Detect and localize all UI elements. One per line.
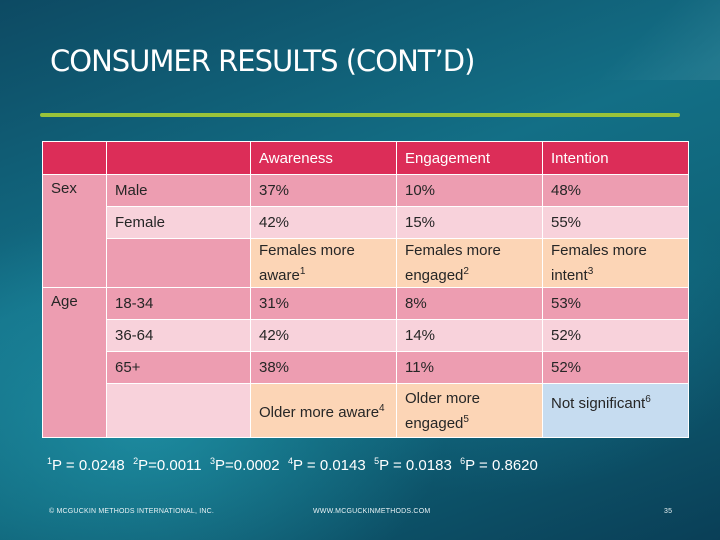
value-cell: 37%	[250, 174, 397, 207]
value-cell: 15%	[396, 206, 543, 239]
value-cell: 48%	[542, 174, 689, 207]
p-value-footnotes: 1P = 0.0248 2P=0.0011 3P=0.0002 4P = 0.0…	[47, 456, 538, 474]
footnote-marker: 1	[47, 456, 53, 466]
footnote-marker: 5	[374, 456, 380, 466]
table-row: Age 18-34 31% 8% 53%	[42, 287, 689, 438]
table-row: Female 42% 15% 55%	[43, 206, 689, 239]
summary-cell: Not significant6	[542, 383, 689, 438]
table-row: 65+ 38% 11% 52%	[43, 351, 689, 384]
summary-cell: Females more intent3	[542, 238, 689, 288]
p-value: P = 0.0248	[52, 457, 125, 474]
page-number: 35	[664, 508, 673, 515]
value-cell: 55%	[542, 206, 689, 239]
value-cell: 11%	[396, 351, 543, 384]
value-cell: 38%	[250, 351, 397, 384]
group-label: 65+	[106, 351, 251, 384]
summary-text: Older more aware	[259, 404, 380, 421]
slide-title: CONSUMER RESULTS (CONT’D)	[50, 44, 475, 78]
category-age: Age	[42, 287, 107, 438]
footer-website: WWW.MCGUCKINMETHODS.COM	[313, 508, 431, 515]
summary-cell: Females more engaged2	[396, 238, 543, 288]
footer-copyright: © MCGUCKIN METHODS INTERNATIONAL, INC.	[49, 508, 215, 515]
background-decoration	[590, 0, 720, 80]
footnote-marker: 6	[460, 456, 466, 466]
summary-cell: Females more aware1	[250, 238, 397, 288]
footnote-marker: 3	[587, 266, 594, 277]
table-row: Sex Male 37% 10% 48%	[42, 174, 689, 288]
group-label: Female	[106, 206, 251, 239]
group-label: Male	[106, 174, 251, 207]
footnote-marker: 4	[379, 403, 385, 414]
group-label: 36-64	[106, 319, 251, 352]
value-cell: 31%	[250, 287, 397, 320]
p-value: P = 0.0143	[293, 457, 366, 474]
summary-text: Older more engaged	[405, 389, 481, 432]
header-empty-cell	[42, 141, 107, 175]
summary-cell: Older more engaged5	[396, 383, 543, 438]
title-underline	[40, 113, 680, 117]
footnote-marker: 1	[299, 266, 306, 277]
value-cell: 53%	[542, 287, 689, 320]
footnote-marker: 3	[209, 456, 215, 466]
footnote-marker: 2	[463, 266, 469, 277]
footnote-marker: 6	[645, 394, 651, 405]
header-empty-cell	[106, 141, 251, 175]
footnote-marker: 2	[133, 456, 139, 466]
header-engagement: Engagement	[396, 141, 543, 175]
value-cell: 52%	[542, 319, 689, 352]
p-value: P=0.0002	[214, 457, 280, 474]
header-awareness: Awareness	[250, 141, 397, 175]
category-sex: Sex	[42, 174, 107, 288]
summary-text: Not significant	[551, 395, 646, 412]
summary-text: Females more intent	[551, 242, 647, 284]
results-table: Awareness Engagement Intention Sex Male …	[42, 141, 689, 438]
header-intention: Intention	[542, 141, 689, 175]
summary-row: Females more aware1 Females more engaged…	[43, 238, 689, 288]
header-row: Awareness Engagement Intention	[42, 141, 689, 175]
value-cell: 42%	[250, 319, 397, 352]
footnote-marker: 5	[463, 413, 469, 425]
footnote-marker: 4	[287, 456, 293, 466]
p-value: P=0.0011	[138, 457, 202, 474]
summary-empty-cell	[106, 383, 251, 438]
value-cell: 10%	[396, 174, 543, 207]
p-value: P = 0.8620	[465, 457, 538, 474]
group-label: 18-34	[106, 287, 251, 320]
value-cell: 14%	[396, 319, 543, 352]
value-cell: 8%	[396, 287, 543, 320]
summary-empty-cell	[106, 238, 251, 288]
summary-text: Females more aware	[259, 242, 355, 284]
p-value: P = 0.0183	[379, 457, 452, 474]
value-cell: 42%	[250, 206, 397, 239]
summary-text: Females more engaged	[405, 242, 501, 284]
value-cell: 52%	[542, 351, 689, 384]
summary-cell: Older more aware4	[250, 383, 397, 438]
summary-row: Older more aware4 Older more engaged5 No…	[43, 383, 689, 438]
table-row: 36-64 42% 14% 52%	[43, 319, 689, 352]
